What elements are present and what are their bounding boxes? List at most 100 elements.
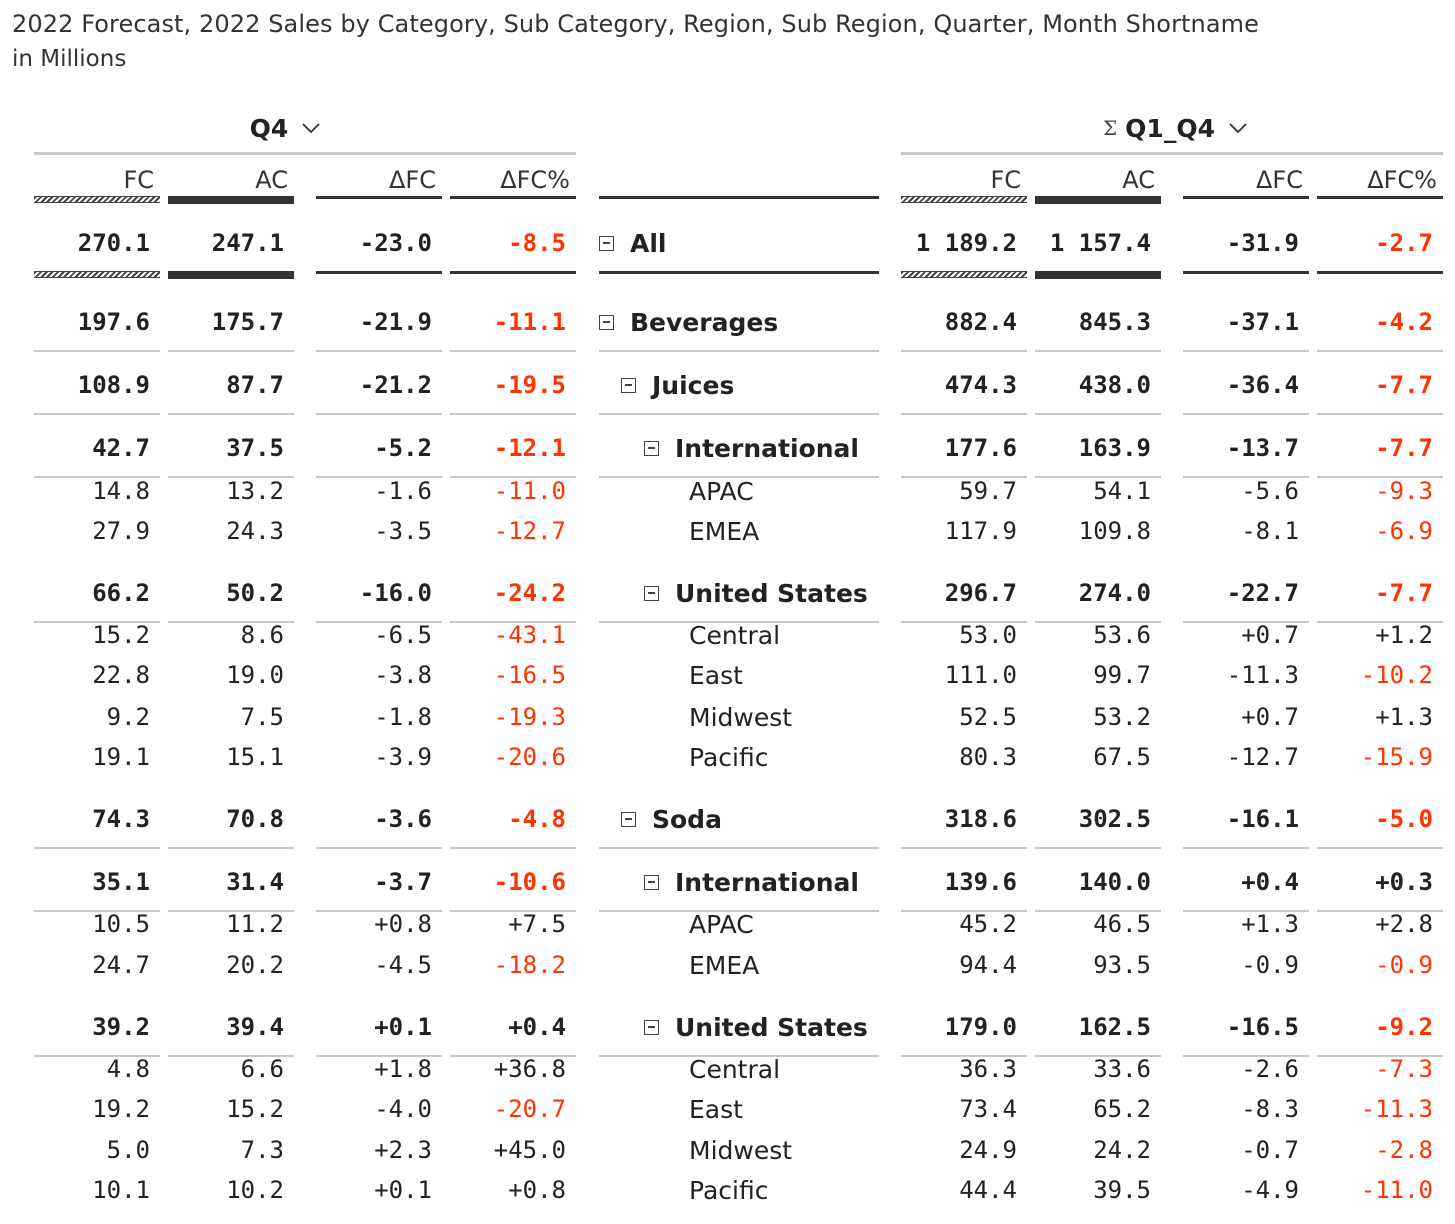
ytd-header-ac[interactable]: AC [1122, 166, 1155, 194]
row-divider [1183, 1055, 1309, 1057]
ytd-dfc-cell: -0.7 [1241, 1136, 1299, 1164]
q4-ac-cell: 8.6 [240, 621, 284, 649]
ytd-ac-cell: 845.3 [1078, 308, 1151, 336]
row-divider [901, 350, 1027, 352]
collapse-toggle-icon[interactable] [599, 235, 614, 251]
ytd-dfc-cell: -22.7 [1226, 579, 1299, 607]
ytd-dfc-cell: -11.3 [1226, 661, 1299, 689]
row-divider [450, 476, 576, 478]
q4-dfc-cell: -1.8 [374, 703, 432, 731]
q4-fc-cell: 14.8 [92, 477, 150, 505]
row-divider [1035, 476, 1161, 478]
ytd-dfcpct-cell: -11.0 [1360, 1176, 1433, 1204]
q4-ac-cell: 10.2 [226, 1176, 284, 1204]
collapse-toggle-icon[interactable] [599, 314, 614, 330]
collapse-toggle-icon[interactable] [621, 377, 636, 393]
row-divider [1317, 621, 1443, 623]
row-label[interactable]: Juices [621, 368, 734, 402]
q4-dfcpct-cell: -4.8 [508, 805, 566, 833]
row-label-text: United States [675, 578, 868, 608]
row-label[interactable]: International [644, 865, 859, 899]
ytd-dfcpct-cell: -5.0 [1375, 805, 1433, 833]
ytd-ac-cell: 67.5 [1093, 743, 1151, 771]
q4-group-header[interactable]: Q4 [160, 108, 410, 148]
collapse-toggle-icon[interactable] [644, 440, 659, 456]
row-divider [1183, 350, 1309, 352]
ytd-header-fc[interactable]: FC [990, 166, 1021, 194]
q4-dfcpct-cell: -11.1 [493, 308, 566, 336]
ytd-dfc-cell: +0.4 [1241, 868, 1299, 896]
ytd-ac-cell: 54.1 [1093, 477, 1151, 505]
row-divider [1317, 910, 1443, 912]
q4-ac-cell: 13.2 [226, 477, 284, 505]
row-label: East [689, 1092, 743, 1126]
ytd-ac-cell: 302.5 [1078, 805, 1151, 833]
q4-header-fc[interactable]: FC [123, 166, 154, 194]
ytd-dfc-cell: -12.7 [1226, 743, 1299, 771]
ytd-group-header[interactable]: Σ Q1_Q4 [1010, 108, 1340, 148]
ytd-dfcpct-header-rule [1317, 196, 1443, 199]
row-divider [168, 413, 294, 415]
q4-header-ac[interactable]: AC [255, 166, 288, 194]
collapse-toggle-icon[interactable] [644, 585, 659, 601]
row-label-text: Midwest [689, 1135, 793, 1165]
q4-ac-cell: 15.2 [226, 1095, 284, 1123]
row-divider [316, 350, 442, 352]
row-divider [901, 476, 1027, 478]
collapse-toggle-icon[interactable] [644, 874, 659, 890]
row-label-text: Midwest [689, 702, 793, 732]
row-divider [599, 350, 879, 352]
ytd-header-dfcpct[interactable]: ΔFC% [1367, 166, 1437, 194]
row-divider [316, 476, 442, 478]
q4-group-label: Q4 [249, 113, 289, 143]
q4-fc-cell: 19.1 [92, 743, 150, 771]
q4-dfcpct-cell: -12.7 [493, 517, 566, 545]
ytd-dfc-cell: -13.7 [1226, 434, 1299, 462]
ytd-dfcpct-cell: -2.7 [1375, 229, 1433, 257]
q4-ac-cell: 175.7 [211, 308, 284, 336]
row-label-text: EMEA [689, 516, 760, 546]
ytd-fc-total-marker [901, 271, 1027, 278]
ytd-fc-cell: 882.4 [944, 308, 1017, 336]
row-divider [901, 413, 1027, 415]
q4-header-dfc[interactable]: ΔFC [389, 166, 436, 194]
ytd-fc-cell: 1 189.2 [915, 229, 1017, 257]
row-divider [901, 1055, 1027, 1057]
q4-fc-cell: 24.7 [92, 951, 150, 979]
row-divider [1035, 350, 1161, 352]
row-divider [168, 350, 294, 352]
q4-ac-cell: 37.5 [226, 434, 284, 462]
row-divider [1317, 350, 1443, 352]
row-label: Midwest [689, 700, 792, 734]
row-divider [316, 621, 442, 623]
row-label-text: All [630, 228, 667, 258]
collapse-toggle-icon[interactable] [644, 1019, 659, 1035]
q4-dfc-cell: -3.8 [374, 661, 432, 689]
row-divider [34, 413, 160, 415]
row-label[interactable]: Beverages [599, 305, 778, 339]
row-divider [450, 847, 576, 849]
q4-dfc-cell: -3.5 [374, 517, 432, 545]
row-label-text: East [689, 1094, 743, 1124]
ytd-header-dfc[interactable]: ΔFC [1256, 166, 1303, 194]
q4-header-dfcpct[interactable]: ΔFC% [500, 166, 570, 194]
row-divider [450, 910, 576, 912]
q4-dfcpct-cell: -18.2 [493, 951, 566, 979]
ytd-ac-cell: 53.2 [1093, 703, 1151, 731]
report-title: 2022 Forecast, 2022 Sales by Category, S… [12, 10, 1260, 38]
row-label[interactable]: All [599, 226, 667, 260]
q4-dfcpct-cell: +0.8 [508, 1176, 566, 1204]
row-label-text: Beverages [630, 307, 779, 337]
row-label[interactable]: International [644, 431, 859, 465]
collapse-toggle-icon[interactable] [621, 811, 636, 827]
row-label[interactable]: Soda [621, 802, 722, 836]
q4-fc-cell: 22.8 [92, 661, 150, 689]
ytd-dfc-cell: +0.7 [1241, 703, 1299, 731]
chevron-down-icon[interactable] [302, 119, 320, 137]
row-label[interactable]: United States [644, 576, 868, 610]
row-label[interactable]: United States [644, 1010, 868, 1044]
ytd-dfc-cell: -37.1 [1226, 308, 1299, 336]
ytd-dfc-cell: -0.9 [1241, 951, 1299, 979]
q4-dfc-cell: -4.5 [374, 951, 432, 979]
chevron-down-icon[interactable] [1229, 119, 1247, 137]
